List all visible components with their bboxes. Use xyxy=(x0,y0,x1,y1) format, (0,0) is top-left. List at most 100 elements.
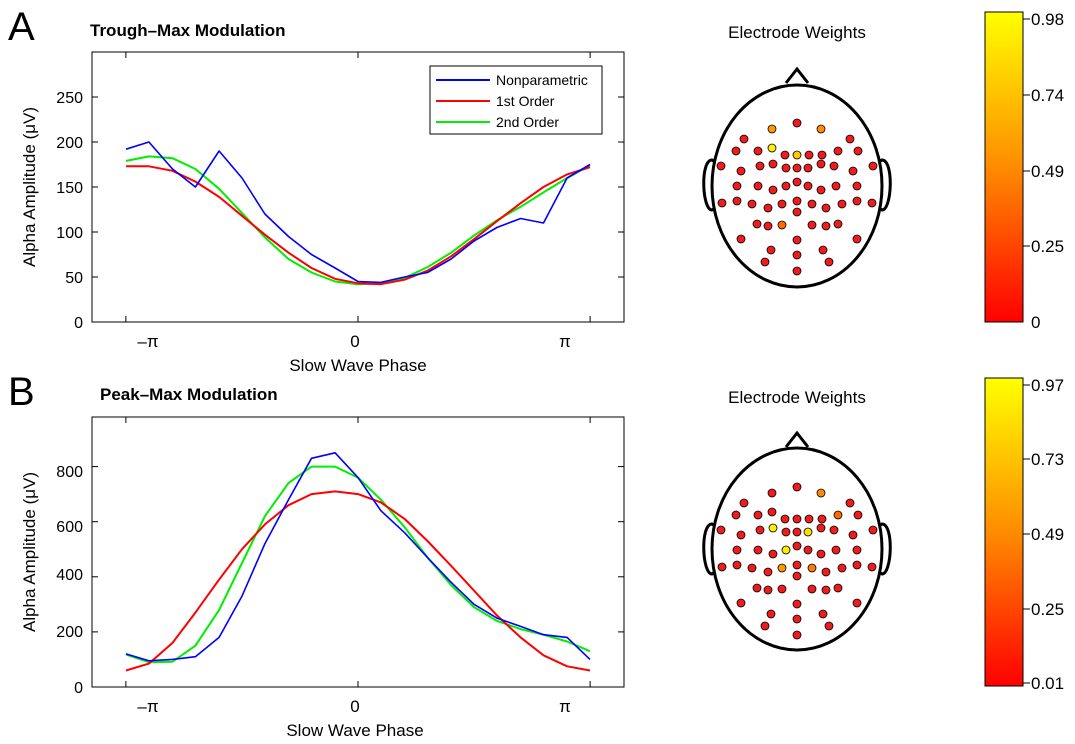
panel-a: A Trough–Max Modulation Alpha Amplitude … xyxy=(8,5,1064,375)
electrode-dot xyxy=(753,510,763,520)
series-line-2nd-order xyxy=(125,155,591,286)
head-map-a xyxy=(702,66,892,289)
electrode-dot xyxy=(833,583,843,593)
electrode-dot xyxy=(766,609,776,619)
electrode-dot xyxy=(792,630,802,640)
electrode-dot xyxy=(821,585,831,595)
panel-b: B Peak–Max Modulation Alpha Amplitude (μ… xyxy=(8,370,1064,740)
colorbar-b: 0.97 0.73 0.49 0.25 0.01 xyxy=(984,376,1064,693)
electrode-dot xyxy=(816,488,826,498)
electrode-dot xyxy=(736,598,746,608)
y-tick-label-200-b: 200 xyxy=(56,624,83,641)
electrode-dot xyxy=(792,541,802,551)
electrode-dot xyxy=(739,134,749,144)
electrode-dot xyxy=(803,163,813,173)
panel-letter-b: B xyxy=(8,370,35,414)
axis-ticks-b xyxy=(92,417,624,688)
series-line-1st-order xyxy=(126,165,591,286)
y-tick-label-0-b: 0 xyxy=(74,680,83,697)
electrode-dot xyxy=(780,150,790,160)
electrode-dot xyxy=(845,498,855,508)
electrode-dot xyxy=(760,257,770,267)
electrode-dot xyxy=(816,159,826,169)
electrode-dot xyxy=(817,514,827,524)
electrode-dot xyxy=(792,482,802,492)
colorbar-gradient xyxy=(984,11,1024,323)
electrode-dot xyxy=(818,245,828,255)
electrode-dot xyxy=(792,235,802,245)
electrode-dot xyxy=(829,161,839,171)
electrode-dot xyxy=(831,545,841,555)
electrode-dot xyxy=(768,523,778,533)
electrode-dot xyxy=(837,199,847,209)
electrode-dot xyxy=(821,567,831,577)
legend-a: Nonparametric 1st Order 2nd Order xyxy=(429,65,603,135)
y-tick-label-150-a: 150 xyxy=(56,180,83,197)
electrode-dot xyxy=(747,199,757,209)
electrode-dot xyxy=(852,234,862,244)
electrode-dot xyxy=(763,203,773,213)
electrode-dot xyxy=(780,514,790,524)
electrode-dot xyxy=(777,584,787,594)
electrode-dot xyxy=(763,221,773,231)
electrode-dot xyxy=(792,250,802,260)
colorbar-a: 0.98 0.74 0.49 0.25 0 xyxy=(984,10,1064,332)
electrode-dot xyxy=(781,181,791,191)
electrode-dot xyxy=(845,134,855,144)
electrodes-b xyxy=(716,482,878,640)
electrode-dot xyxy=(816,549,826,559)
electrode-dot xyxy=(829,525,839,535)
electrode-dot xyxy=(816,185,826,195)
x-tick-label-zero-b: 0 xyxy=(350,697,359,716)
electrode-dot xyxy=(803,527,813,537)
head-title-b: Electrode Weights xyxy=(728,388,866,407)
colorbar-label-a: 0.74 xyxy=(1031,86,1064,105)
electrode-dot xyxy=(818,609,828,619)
colorbar-label-a: 0.49 xyxy=(1031,162,1064,181)
electrode-dot xyxy=(804,150,814,160)
colorbar-label-b: 0.49 xyxy=(1031,525,1064,544)
head-map-b xyxy=(702,430,892,652)
colorbar-label-min-b: 0.01 xyxy=(1031,674,1064,693)
electrode-dot xyxy=(736,166,746,176)
chart-title-a: Trough–Max Modulation xyxy=(90,21,286,40)
electrode-dot xyxy=(824,257,834,267)
electrode-dot xyxy=(867,562,877,572)
electrode-dot xyxy=(817,150,827,160)
electrode-dot xyxy=(768,159,778,169)
x-axis-label-a: Slow Wave Phase xyxy=(289,356,426,375)
electrode-dot xyxy=(781,545,791,555)
electrode-dot xyxy=(781,527,791,537)
electrode-dot xyxy=(807,220,817,230)
electrode-dot xyxy=(763,585,773,595)
electrode-dot xyxy=(753,146,763,156)
series-line-nonparametric xyxy=(125,451,591,662)
series-line-nonparametric xyxy=(125,141,591,284)
electrode-dot xyxy=(732,545,742,555)
electrode-dot xyxy=(824,621,834,631)
electrode-dot xyxy=(731,146,741,156)
electrode-dot xyxy=(777,199,787,209)
electrode-dot xyxy=(760,621,770,631)
y-tick-label-100-a: 100 xyxy=(56,225,83,242)
electrode-dot xyxy=(852,196,862,206)
electrode-dot xyxy=(747,563,757,573)
electrode-dot xyxy=(792,163,802,173)
electrode-dot xyxy=(821,203,831,213)
electrode-dot xyxy=(753,545,763,555)
electrode-dot xyxy=(792,118,802,128)
electrode-dot xyxy=(717,562,727,572)
electrodes-a xyxy=(716,118,878,276)
nose-shape xyxy=(784,66,810,84)
electrode-dot xyxy=(755,525,765,535)
electrode-dot xyxy=(833,146,843,156)
series-line-1st-order xyxy=(125,490,591,672)
electrode-dot xyxy=(753,181,763,191)
electrode-dot xyxy=(868,161,878,171)
electrode-dot xyxy=(833,510,843,520)
x-tick-label-neg-pi-a: –π xyxy=(137,332,158,351)
x-tick-label-pi-a: π xyxy=(559,332,571,351)
electrode-dot xyxy=(716,161,726,171)
electrode-dot xyxy=(792,150,802,160)
